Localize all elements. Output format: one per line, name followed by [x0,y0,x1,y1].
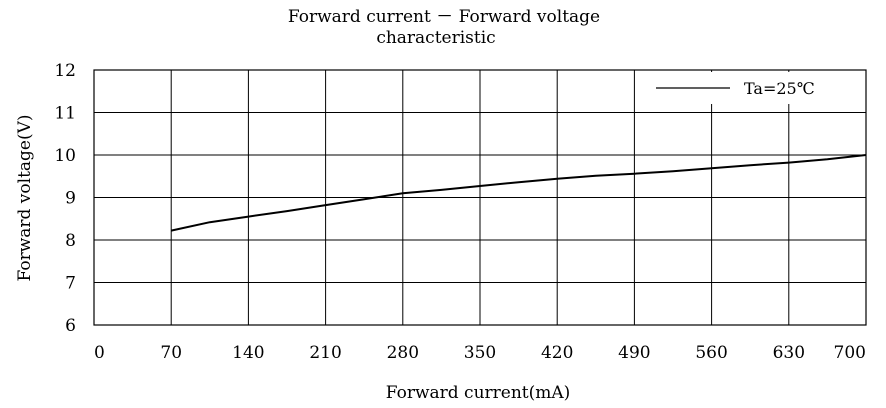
series-line-0 [170,154,867,232]
grid-lines [94,70,866,325]
x-tick-labels: 0 70 140 210 280 350 420 490 560 630 700 [94,343,866,363]
chart-title-line-2: characteristic [376,28,495,48]
y-tick-label-4: 10 [54,146,76,166]
y-tick-label-1: 7 [65,274,76,294]
x-tick-label-5: 350 [464,343,496,363]
plot-frame [93,69,867,326]
x-tick-label-10: 700 [834,343,866,363]
x-tick-label-7: 490 [618,343,650,363]
y-tick-label-2: 8 [65,231,76,251]
y-tick-label-0: 6 [65,316,76,336]
x-axis-label: Forward current(mA) [386,383,571,403]
legend: Ta=25℃ [640,72,864,104]
y-axis-label: Forward voltage(V) [15,114,35,281]
y-tick-label-5: 11 [54,104,76,124]
y-tick-label-3: 9 [65,189,76,209]
chart-title-line-1: Forward current － Forward voltage [288,7,600,27]
x-tick-label-6: 420 [541,343,573,363]
x-tick-label-9: 630 [773,343,805,363]
legend-label: Ta=25℃ [744,79,815,98]
x-tick-label-0: 0 [94,343,105,363]
x-tick-label-4: 280 [387,343,419,363]
y-tick-label-6: 12 [54,61,76,81]
x-tick-label-8: 560 [695,343,727,363]
series-layer [170,154,867,232]
x-tick-label-2: 140 [232,343,264,363]
y-tick-labels: 6 7 8 9 10 11 12 [54,61,76,336]
x-tick-label-3: 210 [309,343,341,363]
x-tick-label-1: 70 [160,343,182,363]
